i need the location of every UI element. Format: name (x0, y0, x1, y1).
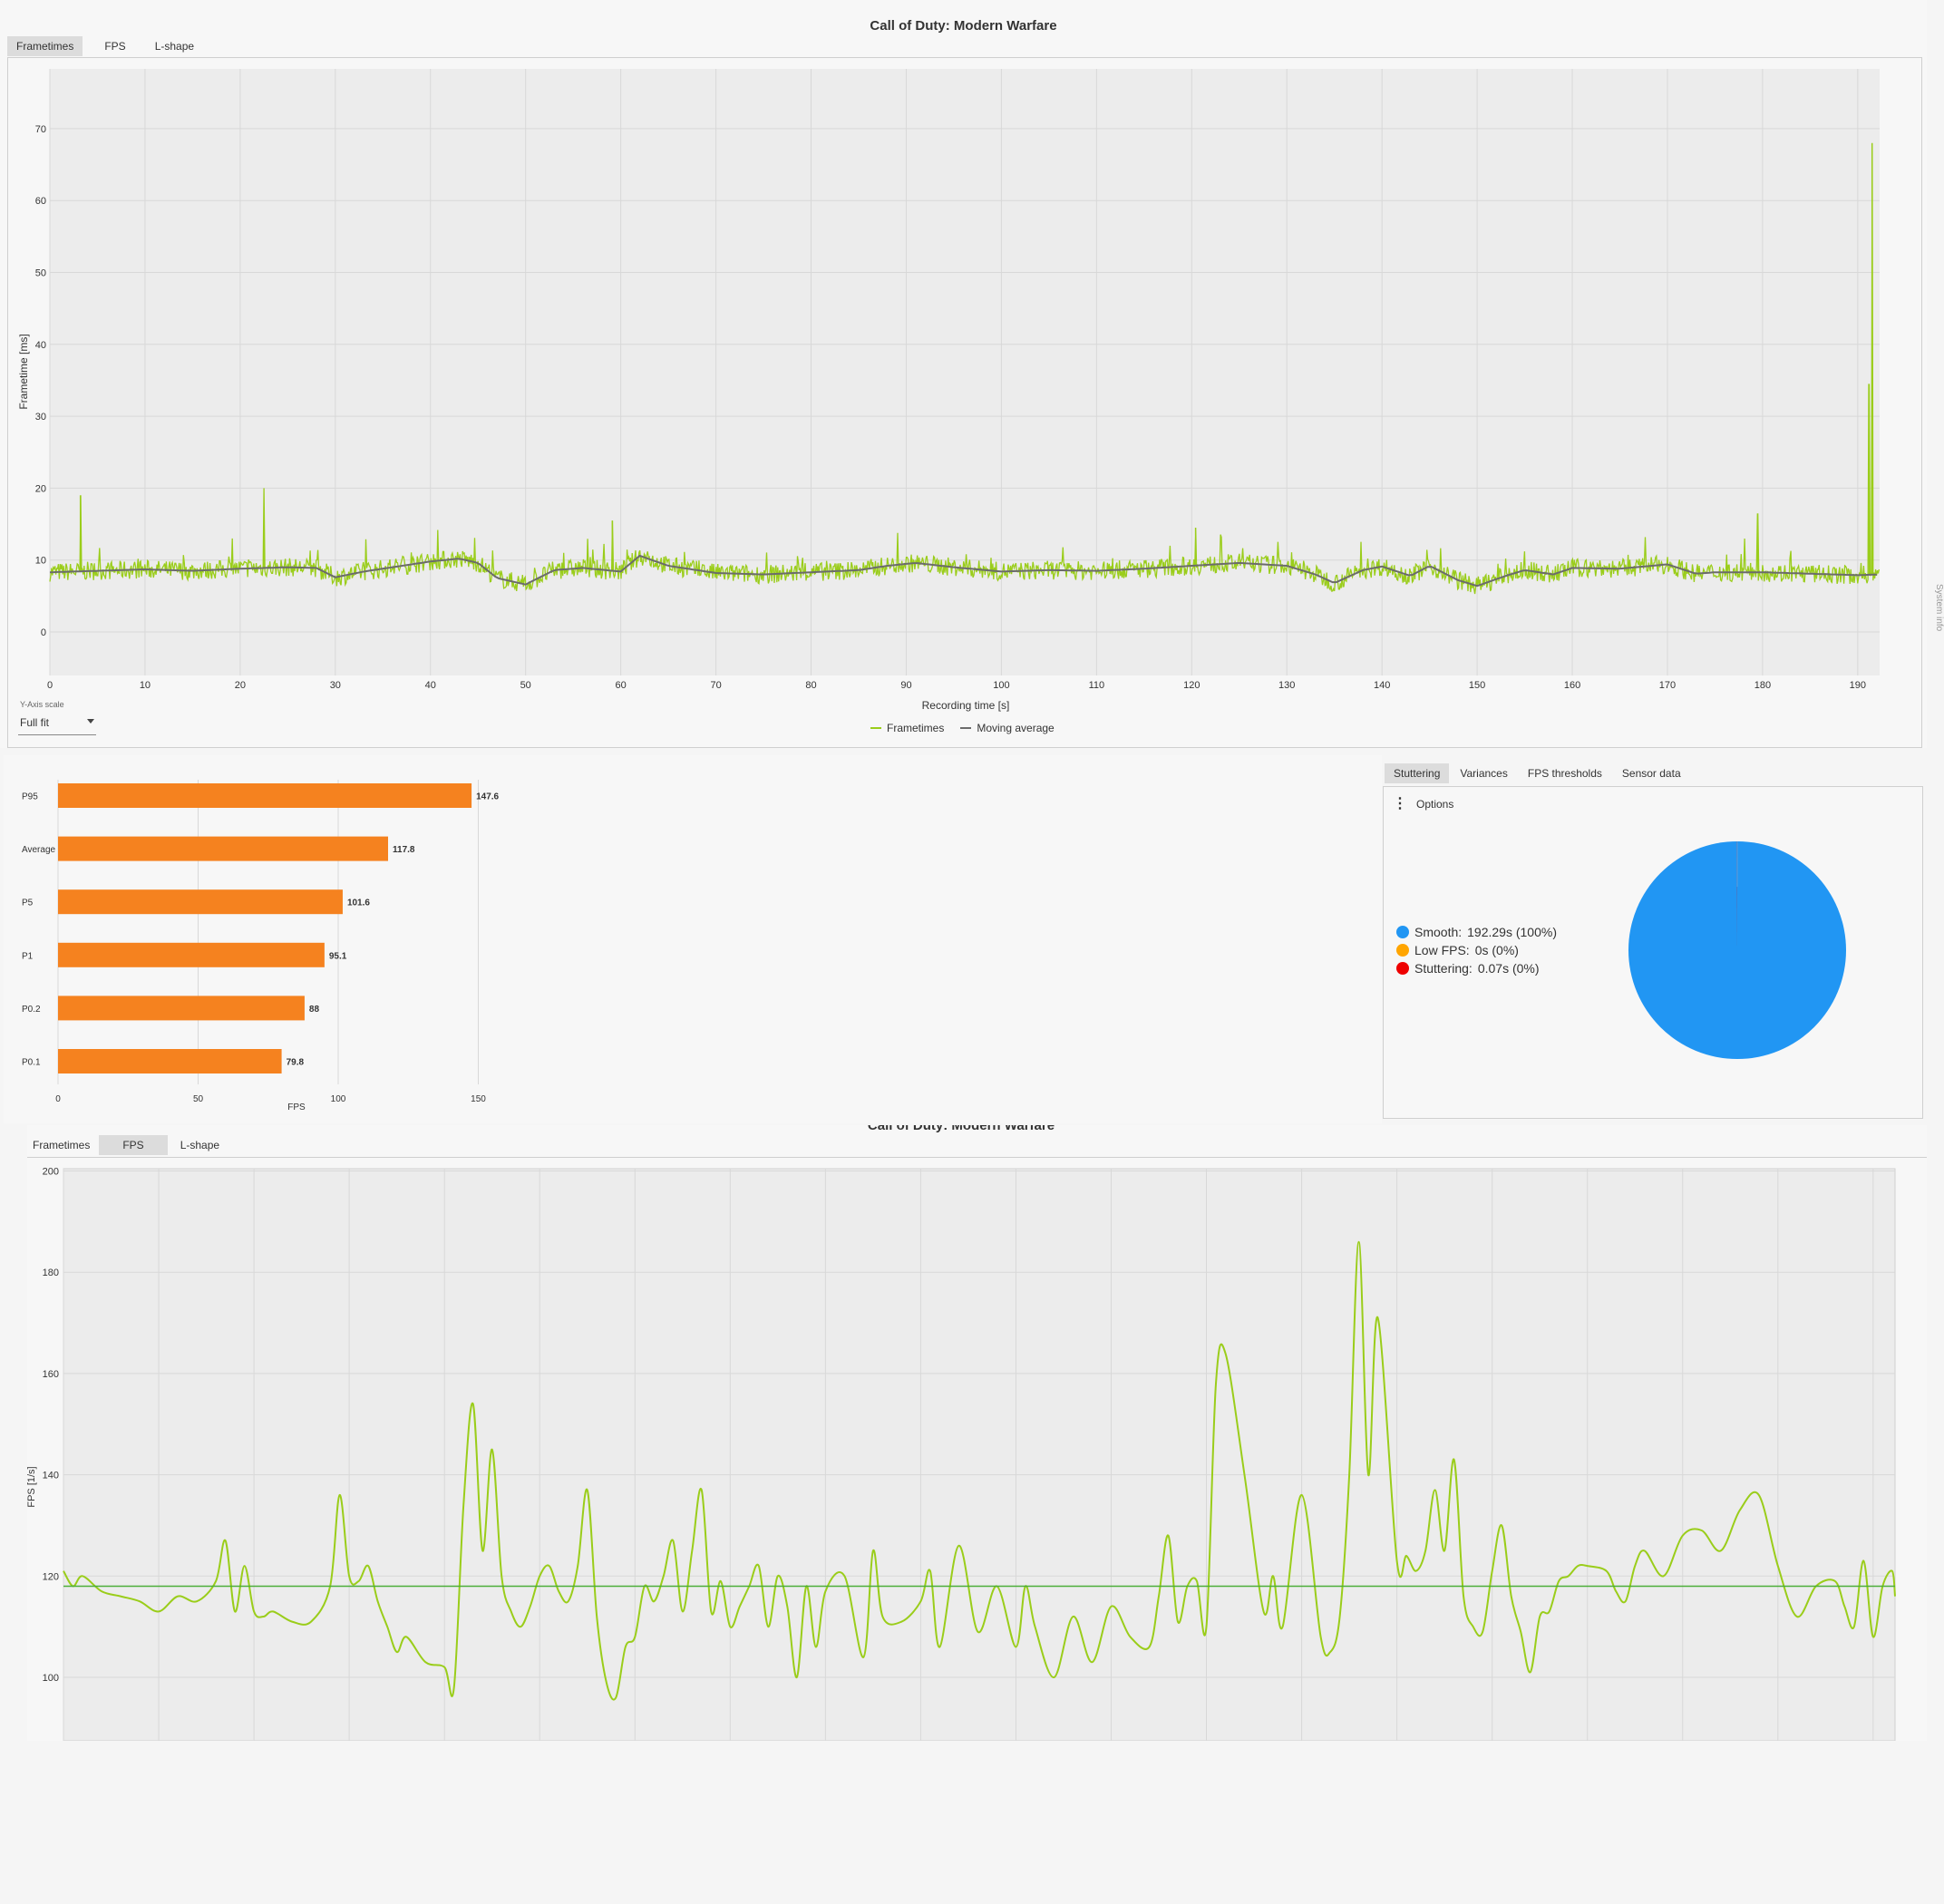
smooth-swatch (1396, 926, 1409, 938)
stuttering-swatch (1396, 962, 1409, 975)
fps-panel: Call of Duty: Modern Warfare Frametimes … (27, 1125, 1927, 1741)
options-button[interactable]: ⋮ Options (1393, 798, 1453, 811)
legend-value: 0s (0%) (1475, 943, 1519, 957)
bar (58, 783, 471, 808)
y-tick-label: 140 (43, 1471, 59, 1481)
stuttering-legend: Smooth: 192.29s (100%) Low FPS: 0s (0%) … (1396, 925, 1557, 979)
stuttering-panel: ⋮ Options Smooth: 192.29s (100%) Low FPS… (1383, 786, 1923, 1119)
options-label: Options (1416, 798, 1453, 811)
system-info-tab[interactable]: System info (1929, 562, 1944, 653)
bar-value-label: 79.8 (287, 1058, 305, 1068)
bar-value-label: 147.6 (476, 792, 499, 802)
x-tick-label: 150 (471, 1094, 486, 1104)
legend-item-low-fps[interactable]: Low FPS: 0s (0%) (1396, 943, 1557, 957)
tab-sensor-data[interactable]: Sensor data (1613, 763, 1690, 783)
y-tick-label: 160 (43, 1369, 59, 1380)
bar (58, 996, 305, 1020)
bar-value-label: 95.1 (329, 951, 347, 961)
y-tick-label: 180 (43, 1268, 59, 1278)
x-tick-label: 190 (1850, 680, 1866, 691)
tab-stuttering[interactable]: Stuttering (1385, 763, 1449, 783)
x-tick-label: 0 (55, 1094, 61, 1104)
low-fps-swatch (1396, 944, 1409, 957)
y-tick-label: 100 (43, 1673, 59, 1684)
bar-category-label: P5 (22, 899, 34, 908)
bar-category-label: P0.1 (22, 1058, 41, 1068)
bar (58, 837, 388, 861)
bar-value-label: 88 (309, 1005, 320, 1015)
fps-y-axis-label: FPS [1/s] (27, 1466, 37, 1507)
x-tick-label: 150 (1469, 680, 1485, 691)
bar (58, 943, 325, 967)
legend-value: 0.07s (0%) (1478, 961, 1540, 976)
legend-value: 192.29s (100%) (1467, 925, 1557, 939)
more-vertical-icon: ⋮ (1393, 799, 1407, 810)
legend-item-stuttering[interactable]: Stuttering: 0.07s (0%) (1396, 961, 1557, 976)
bar-x-axis-label: FPS (287, 1103, 306, 1112)
legend-label: Stuttering: (1414, 961, 1473, 976)
bar-category-label: P1 (22, 951, 34, 961)
x-tick-label: 180 (1754, 680, 1771, 691)
tab-fps-thresholds[interactable]: FPS thresholds (1519, 763, 1611, 783)
stats-tab-bar: Stuttering Variances FPS thresholds Sens… (1385, 763, 1690, 783)
legend-item-smooth[interactable]: Smooth: 192.29s (100%) (1396, 925, 1557, 939)
bar-value-label: 101.6 (347, 899, 370, 908)
bar (58, 1049, 282, 1073)
legend-label: Low FPS: (1414, 943, 1470, 957)
bar-value-label: 117.8 (393, 845, 415, 855)
stuttering-pie-chart (1619, 832, 1855, 1068)
x-tick-label: 170 (1659, 680, 1676, 691)
fps-line-chart: 100 120 140 160 180 200 FPS [1/s] (27, 1125, 1927, 1741)
x-tick-label: 100 (331, 1094, 346, 1104)
tab-variances[interactable]: Variances (1451, 763, 1516, 783)
bar-category-label: Average (22, 845, 56, 855)
bar-category-label: P0.2 (22, 1005, 41, 1015)
legend-label: Smooth: (1414, 925, 1462, 939)
fps-summary-panel: 0 50 100 150 P95 147.6 Average 117.8 P5 101.6 P1 9… (4, 755, 1382, 1123)
y-tick-label: 120 (43, 1571, 59, 1582)
x-tick-label: 160 (1564, 680, 1580, 691)
x-tick-label: 50 (193, 1094, 204, 1104)
y-tick-label: 200 (43, 1167, 59, 1178)
bar (58, 889, 343, 914)
bar-category-label: P95 (22, 792, 38, 802)
plot-area (63, 1169, 1895, 1741)
